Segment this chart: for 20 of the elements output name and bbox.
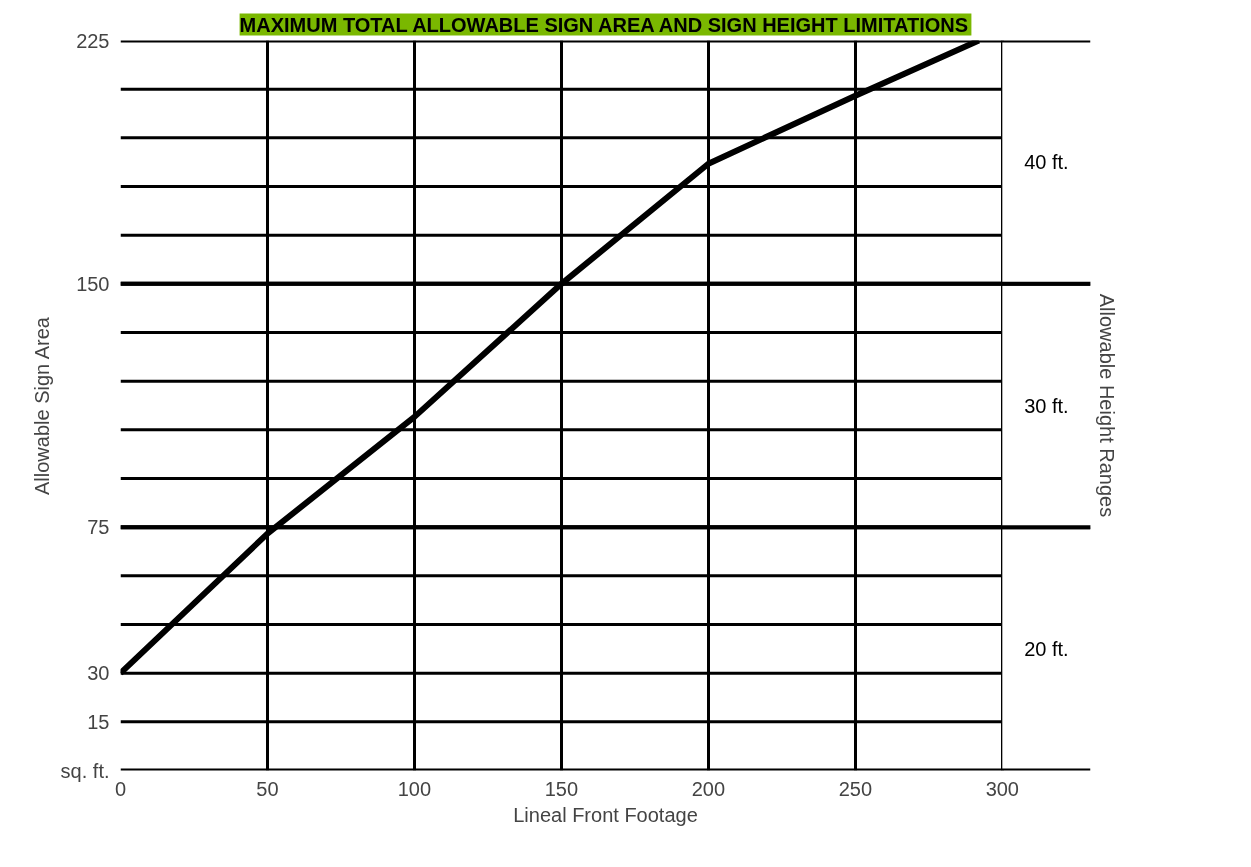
y-tick-label: 150 [76,272,110,295]
x-axis-title: Lineal Front Footage [513,803,698,826]
x-tick-label: 300 [985,777,1020,800]
y-tick-label: 30 [87,662,110,685]
y2-axis-title: Allowable Height Ranges [1095,293,1118,518]
x-tick-label: 100 [397,777,432,800]
x-tick-label: 150 [544,777,579,800]
band-label: 30 ft. [1024,394,1069,417]
y-tick-label: 15 [87,710,110,733]
band-label: 20 ft. [1024,637,1069,660]
y-tick-label: sq. ft. [60,759,110,782]
y-tick-label: 225 [76,29,110,52]
x-tick-label: 0 [114,777,127,800]
x-tick-label: 200 [691,777,726,800]
x-tick-label: 50 [256,777,279,800]
band-label: 40 ft. [1024,151,1069,174]
x-tick-label: 250 [838,777,873,800]
y-axis-title: Allowable Sign Area [30,316,53,495]
y-tick-label: 75 [87,516,110,539]
chart-title: MAXIMUM TOTAL ALLOWABLE SIGN AREA AND SIGN HEIGHT LIMITATIONS [239,13,969,36]
